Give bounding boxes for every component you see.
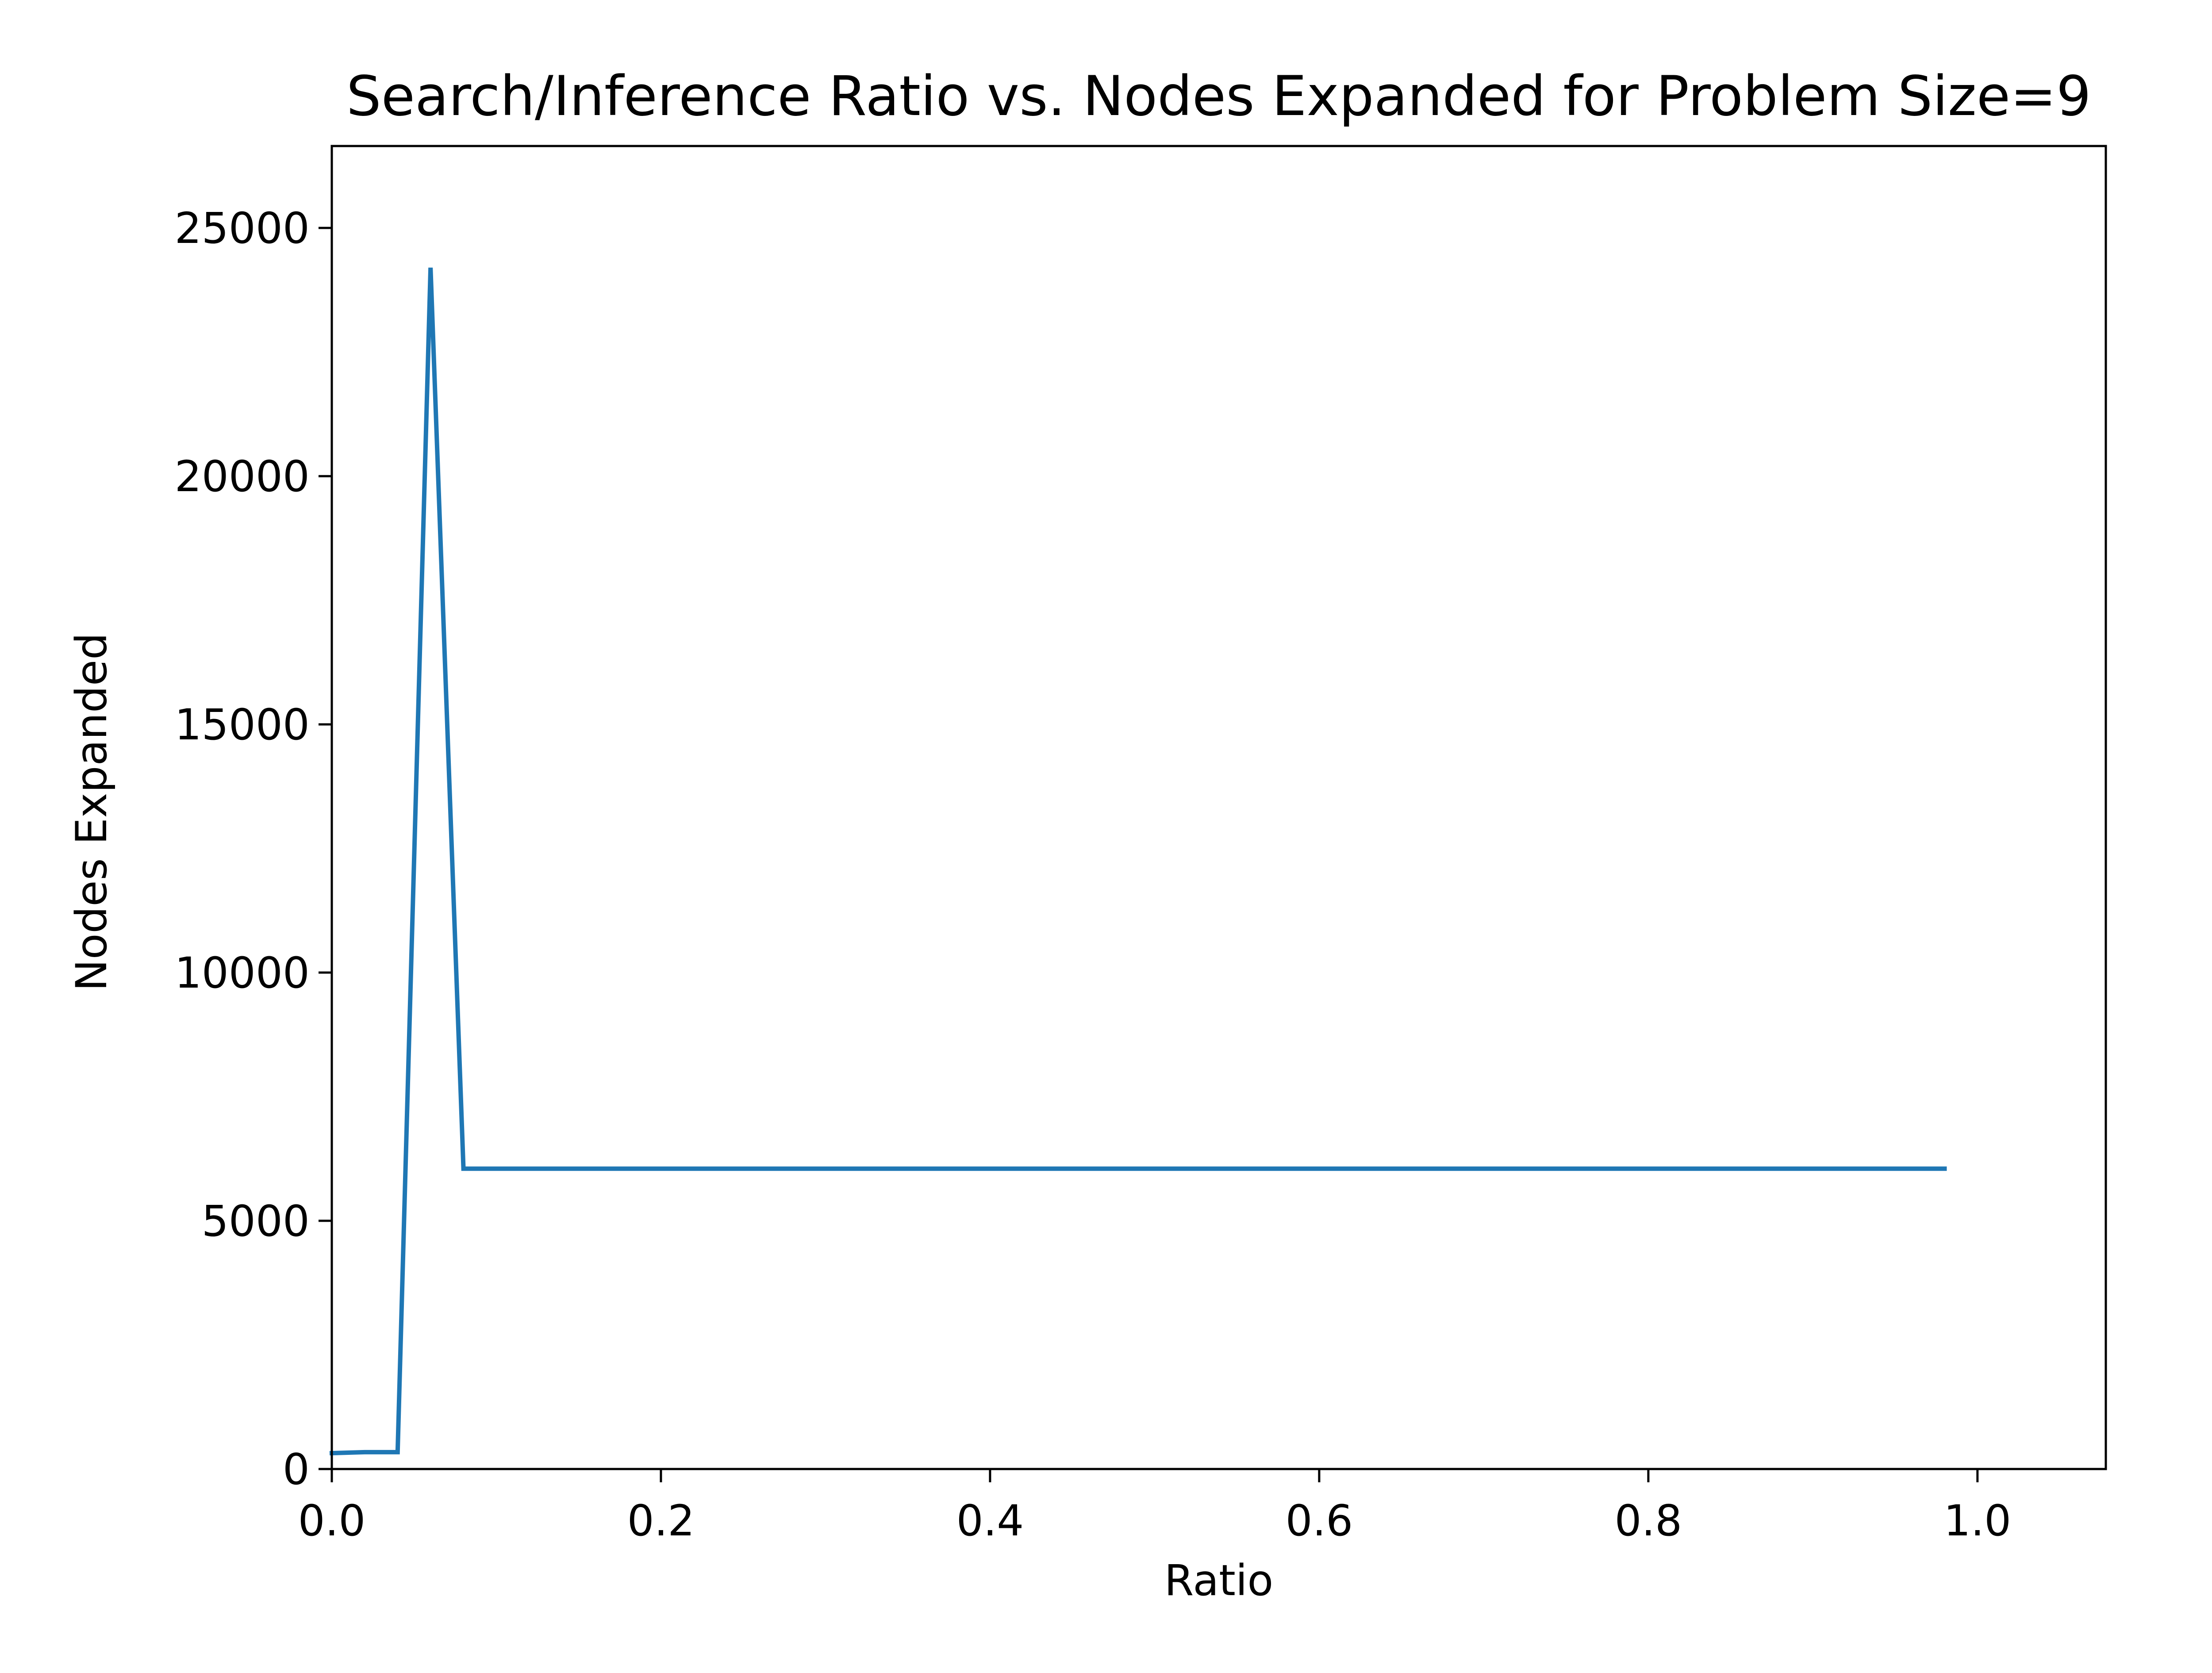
y-axis-label: Nodes Expanded	[67, 633, 116, 991]
x-tick-label: 0.4	[956, 1496, 1024, 1546]
y-tick-label: 0	[283, 1445, 310, 1494]
x-tick-label: 0.8	[1615, 1496, 1682, 1546]
series-layer	[329, 267, 1947, 1456]
y-tick-label: 5000	[202, 1196, 310, 1246]
plot-frame	[330, 145, 2107, 1470]
y-tick-label: 15000	[175, 700, 310, 750]
chart-title: Search/Inference Ratio vs. Nodes Expande…	[346, 65, 2091, 128]
series-line	[329, 267, 1947, 1456]
x-tick-label: 0.0	[298, 1496, 366, 1546]
x-tick-label: 1.0	[1944, 1496, 2012, 1546]
x-axis-label: Ratio	[1164, 1556, 1273, 1605]
x-tick-label: 0.6	[1286, 1496, 1353, 1546]
y-tick-label: 10000	[175, 948, 310, 998]
y-axis-ticks: 0 5000 10000 15000 20000 25000	[175, 204, 332, 1494]
y-tick-label: 20000	[175, 452, 310, 501]
x-tick-label: 0.2	[627, 1496, 695, 1546]
x-axis-ticks: 0.0 0.2 0.4 0.6 0.8 1.0	[298, 1469, 2012, 1546]
plot-area	[329, 145, 2107, 1470]
y-tick-label: 25000	[175, 204, 310, 253]
